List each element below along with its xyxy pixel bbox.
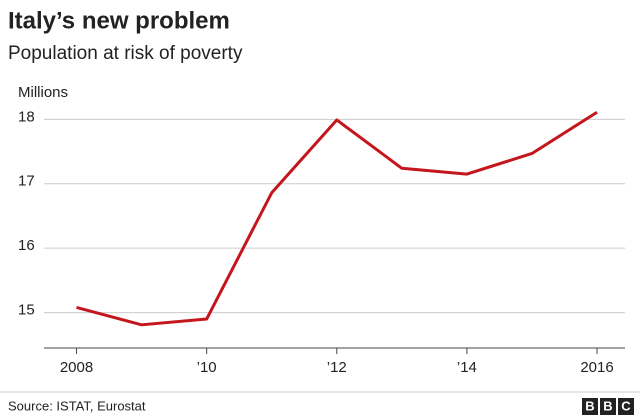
data-line [76,110,598,327]
y-tick-label: 17 [18,173,35,190]
logo-box [582,398,598,415]
x-tick-label: ’14 [457,359,477,376]
y-tick-label: 16 [18,237,35,254]
source: Source: ISTAT, Eurostat [8,398,146,413]
x-tick-label: ’10 [197,359,217,376]
chart-title: Italy’s new problem [8,7,230,34]
chart-subtitle: Population at risk of poverty [8,43,243,64]
logo-box [618,398,634,415]
x-tick-label: 2008 [60,359,93,376]
logo-letter: B [585,398,594,413]
y-tick-label: 18 [18,108,35,125]
x-tick-label: 2016 [580,359,613,376]
logo-box [600,398,616,415]
y-tick-label: 15 [18,302,35,319]
y-axis-label: Millions [18,84,68,101]
logo-letter: B [603,398,612,413]
x-tick-label: ’12 [327,359,347,376]
logo-letter: C [621,398,631,413]
